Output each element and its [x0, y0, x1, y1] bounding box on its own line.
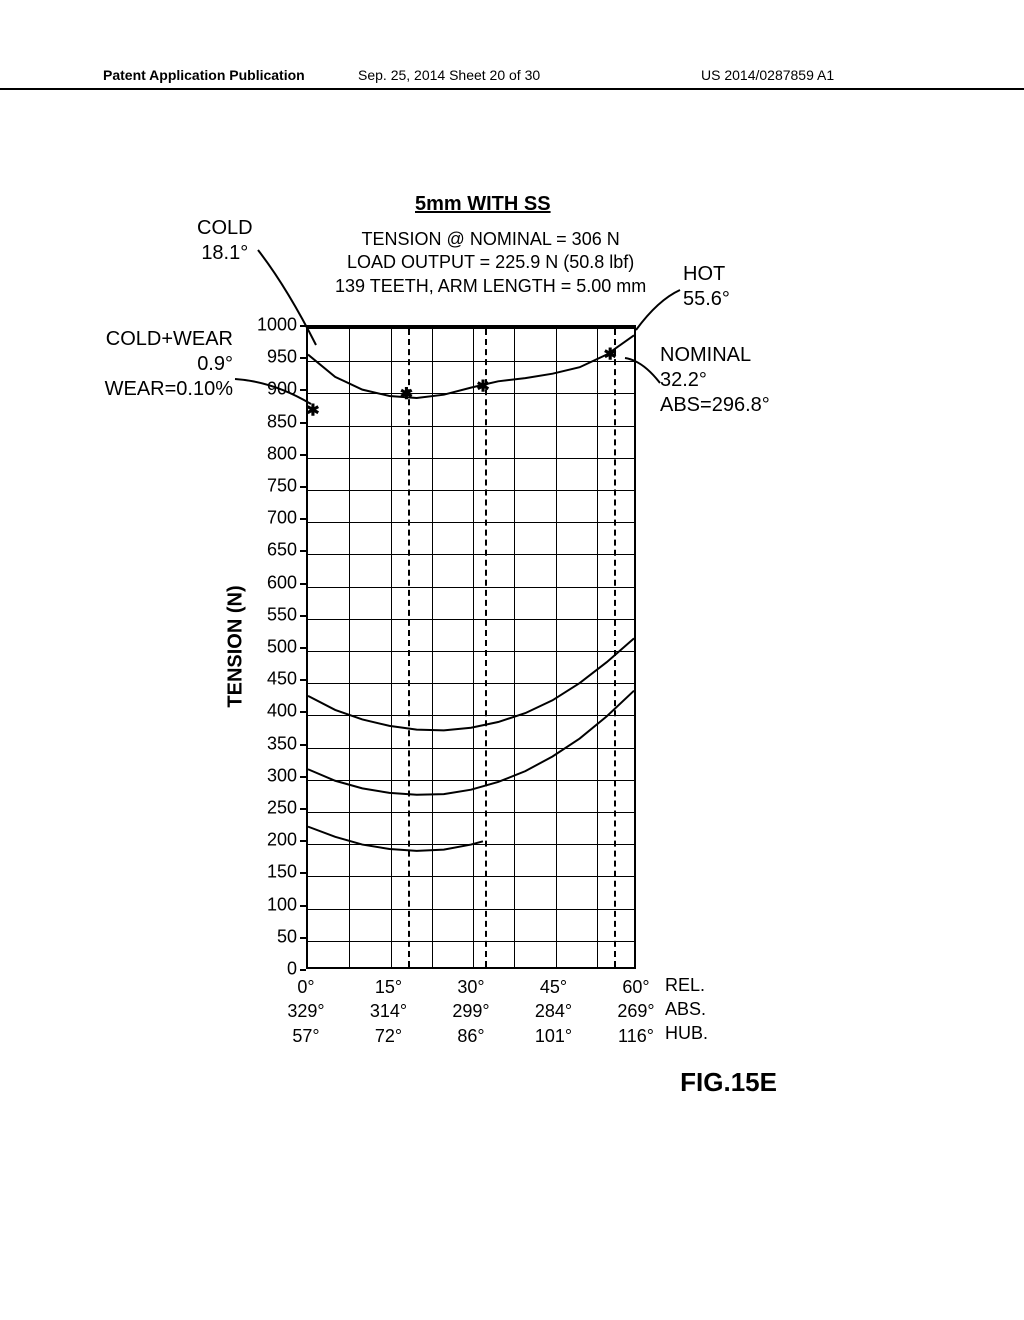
chart-curves: ✱✱✱✱: [308, 329, 634, 967]
y-tick-label: 250: [251, 798, 297, 819]
x-tick-label: 45°284°101°: [535, 975, 572, 1048]
nominal-label1: NOMINAL: [660, 343, 770, 368]
header-left: Patent Application Publication: [103, 67, 305, 83]
nominal-label2: 32.2°: [660, 368, 770, 393]
y-axis-label: TENSION (N): [225, 585, 248, 707]
y-tick-label: 550: [251, 604, 297, 625]
y-tick-label: 950: [251, 347, 297, 368]
annotation-coldwear: COLD+WEAR 0.9° WEAR=0.10%: [98, 327, 233, 402]
info-line2: LOAD OUTPUT = 225.9 N (50.8 lbf): [335, 251, 646, 274]
y-tick-label: 900: [251, 379, 297, 400]
y-tick-label: 750: [251, 476, 297, 497]
y-tick-label: 700: [251, 508, 297, 529]
hot-label1: HOT: [683, 262, 730, 287]
annotation-nominal: NOMINAL 32.2° ABS=296.8°: [660, 343, 770, 418]
curve-line: [308, 335, 634, 398]
header-right: US 2014/0287859 A1: [701, 67, 834, 83]
plot-area: ✱✱✱✱: [306, 325, 636, 969]
data-marker: ✱: [306, 403, 319, 420]
y-tick-label: 300: [251, 765, 297, 786]
y-tick-label: 500: [251, 637, 297, 658]
x-suffix-hub: HUB.: [665, 1023, 708, 1044]
reference-line: [408, 329, 410, 967]
curve-line: [308, 827, 483, 851]
reference-line: [614, 329, 616, 967]
y-tick-label: 150: [251, 862, 297, 883]
x-tick-label: 30°299°86°: [452, 975, 489, 1048]
x-suffix-rel: REL.: [665, 975, 705, 996]
y-tick-label: 350: [251, 733, 297, 754]
y-tick-label: 200: [251, 830, 297, 851]
coldwear-label1: COLD+WEAR: [98, 327, 233, 352]
y-tick-label: 1000: [251, 315, 297, 336]
annotation-cold: COLD 18.1°: [197, 216, 253, 266]
y-tick-label: 800: [251, 443, 297, 464]
y-tick-label: 600: [251, 572, 297, 593]
x-suffix-abs: ABS.: [665, 999, 706, 1020]
annotation-hot: HOT 55.6°: [683, 262, 730, 312]
page-header: Patent Application Publication Sep. 25, …: [0, 88, 1024, 118]
cold-label2: 18.1°: [197, 241, 253, 266]
y-tick-label: 100: [251, 894, 297, 915]
x-tick-label: 0°329°57°: [287, 975, 324, 1048]
y-tick-label: 450: [251, 669, 297, 690]
data-marker: ✱: [476, 378, 489, 395]
header-middle: Sep. 25, 2014 Sheet 20 of 30: [358, 67, 540, 83]
y-tick-label: 50: [251, 926, 297, 947]
hot-label2: 55.6°: [683, 287, 730, 312]
curve-line: [308, 638, 634, 730]
x-tick-label: 60°269°116°: [617, 975, 654, 1048]
y-tick-label: 400: [251, 701, 297, 722]
x-tick-label: 15°314°72°: [370, 975, 407, 1048]
figure-label: FIG.15E: [680, 1067, 777, 1098]
chart-title: 5mm WITH SS: [415, 193, 551, 216]
info-line1: TENSION @ NOMINAL = 306 N: [335, 228, 646, 251]
reference-line: [485, 329, 487, 967]
chart-info: TENSION @ NOMINAL = 306 N LOAD OUTPUT = …: [335, 228, 646, 298]
coldwear-label2: 0.9°: [98, 352, 233, 377]
coldwear-label3: WEAR=0.10%: [48, 377, 233, 402]
y-tick-label: 650: [251, 540, 297, 561]
y-tick-label: 850: [251, 411, 297, 432]
data-marker: ✱: [400, 386, 413, 403]
chart-container: 5mm WITH SS TENSION @ NOMINAL = 306 N LO…: [0, 190, 1024, 1240]
curve-line: [308, 691, 634, 795]
info-line3: 139 TEETH, ARM LENGTH = 5.00 mm: [335, 275, 646, 298]
cold-label1: COLD: [197, 216, 253, 241]
nominal-label3: ABS=296.8°: [660, 393, 770, 418]
